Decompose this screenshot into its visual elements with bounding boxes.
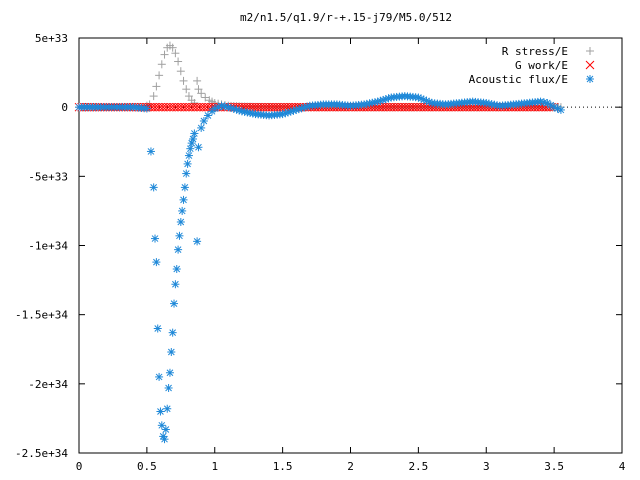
- data-point: [161, 425, 170, 434]
- data-point: [197, 123, 206, 132]
- legend-label: R stress/E: [502, 45, 568, 58]
- data-point: [174, 245, 183, 254]
- data-point: [168, 328, 177, 337]
- data-point: [203, 111, 212, 120]
- data-point: [182, 169, 191, 178]
- data-point: [160, 435, 169, 444]
- data-point: [155, 372, 164, 381]
- data-point: [199, 117, 208, 125]
- data-point: [182, 85, 191, 94]
- chart-title: m2/n1.5/q1.9/r-+.15-j79/M5.0/512: [240, 11, 452, 24]
- data-point: [142, 104, 151, 113]
- data-point: [165, 368, 174, 377]
- series-2: [75, 92, 565, 444]
- x-tick-label: 3: [483, 460, 490, 473]
- data-point: [176, 67, 185, 76]
- data-point: [168, 43, 177, 52]
- data-point: [176, 217, 185, 226]
- y-tick-label: 5e+33: [35, 32, 68, 45]
- data-point: [152, 82, 161, 91]
- data-point: [184, 151, 193, 160]
- data-point: [553, 104, 562, 113]
- data-point: [194, 85, 203, 94]
- x-tick-label: 4: [619, 460, 626, 473]
- x-tick-label: 0.5: [137, 460, 157, 473]
- data-point: [174, 57, 183, 66]
- data-point: [149, 183, 158, 192]
- data-point: [160, 50, 169, 59]
- x-tick-label: 0: [76, 460, 83, 473]
- data-point: [178, 206, 187, 215]
- data-point: [172, 265, 181, 274]
- legend-marker: [586, 75, 594, 83]
- data-point: [214, 103, 223, 112]
- data-point: [197, 89, 206, 98]
- data-point: [183, 159, 192, 168]
- data-point: [194, 143, 203, 152]
- legend-marker: [586, 47, 594, 55]
- data-point: [217, 101, 226, 110]
- data-point: [187, 139, 196, 148]
- x-tick-label: 2.5: [408, 460, 428, 473]
- y-tick-label: -2.5e+34: [15, 447, 68, 460]
- data-point: [152, 258, 161, 267]
- data-point: [146, 147, 155, 156]
- data-point: [556, 105, 565, 114]
- data-point: [179, 195, 188, 204]
- data-point: [201, 93, 210, 102]
- x-tick-label: 1.5: [273, 460, 293, 473]
- data-point: [156, 407, 165, 416]
- legend-marker: [585, 60, 595, 70]
- x-tick-label: 2: [347, 460, 354, 473]
- data-point: [175, 231, 184, 240]
- data-point: [170, 299, 179, 308]
- data-point: [151, 234, 160, 243]
- data-point: [180, 183, 189, 192]
- data-point: [153, 324, 162, 333]
- data-point: [190, 129, 199, 138]
- data-point: [171, 280, 180, 289]
- data-point: [149, 92, 158, 101]
- x-tick-label: 1: [211, 460, 218, 473]
- data-point: [167, 348, 176, 357]
- data-point: [186, 144, 195, 153]
- data-point: [157, 60, 166, 69]
- data-point: [193, 76, 202, 85]
- y-tick-label: -1.5e+34: [15, 309, 68, 322]
- x-tick-label: 3.5: [544, 460, 564, 473]
- legend-label: G work/E: [515, 59, 568, 72]
- data-point: [189, 134, 198, 143]
- data-point: [163, 404, 172, 413]
- data-point: [210, 104, 219, 113]
- y-tick-label: -5e+33: [28, 170, 68, 183]
- y-tick-label: -2e+34: [28, 378, 68, 391]
- y-tick-label: 0: [61, 101, 68, 114]
- y-tick-label: -1e+34: [28, 240, 68, 253]
- data-point: [171, 49, 180, 58]
- legend-label: Acoustic flux/E: [469, 73, 568, 86]
- data-point: [184, 92, 193, 101]
- data-point: [155, 71, 164, 80]
- data-point: [164, 383, 173, 392]
- data-point: [179, 76, 188, 85]
- data-point: [193, 237, 202, 246]
